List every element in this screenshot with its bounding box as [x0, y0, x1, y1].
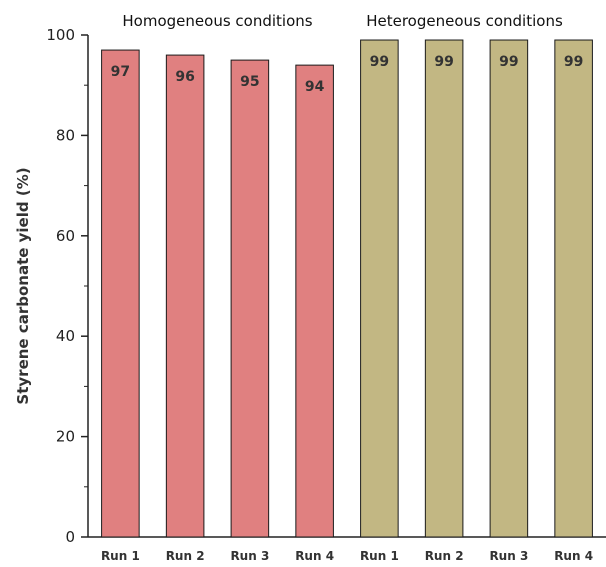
y-tick-label: 40 [56, 327, 75, 345]
bar-value-label: 97 [111, 64, 130, 80]
bar-heterogeneous-run-2 [424, 39, 464, 538]
x-category-label: Run 1 [101, 549, 140, 563]
bar-value-label: 99 [564, 54, 583, 70]
bar-homogeneous-run-4 [295, 64, 334, 538]
bar-value-label: 99 [499, 54, 518, 70]
y-tick-label: 0 [65, 528, 75, 546]
x-category-label: Run 3 [230, 549, 269, 563]
y-tick-label: 60 [56, 227, 75, 245]
bar-value-label: 99 [434, 54, 453, 70]
y-tick-label: 20 [56, 428, 75, 446]
y-tick-label: 100 [46, 26, 75, 44]
x-category-label: Run 4 [295, 549, 334, 563]
bar-homogeneous-run-2 [165, 54, 205, 538]
labels: 97 Run 1 96 Run 2 95 Run 3 94 Run 4 Homogeneous … [101, 12, 593, 563]
x-category-label: Run 1 [360, 549, 399, 563]
x-category-label: Run 3 [489, 549, 528, 563]
bar-value-label: 96 [175, 69, 194, 85]
bar-heterogeneous-run-4 [554, 39, 593, 538]
y-tick-label: 80 [56, 126, 75, 144]
bar-heterogeneous-run-3 [489, 39, 529, 538]
bar-value-label: 95 [240, 74, 259, 90]
bars [101, 39, 593, 538]
group-label-heterogeneous: Heterogeneous conditions [366, 12, 563, 30]
y-ticks: 0 20 40 60 80 100 [46, 26, 88, 546]
bar-homogeneous-run-3 [230, 59, 270, 538]
y-axis-title: Styrene carbonate yield (%) [14, 167, 32, 404]
bar-homogeneous-run-1 [101, 49, 140, 538]
bar-value-label: 94 [305, 79, 325, 95]
x-category-label: Run 2 [425, 549, 464, 563]
bar-value-label: 99 [370, 54, 389, 70]
x-category-label: Run 2 [166, 549, 205, 563]
x-category-label: Run 4 [554, 549, 593, 563]
group-label-homogeneous: Homogeneous conditions [122, 12, 312, 30]
bar-heterogeneous-run-1 [360, 39, 399, 538]
